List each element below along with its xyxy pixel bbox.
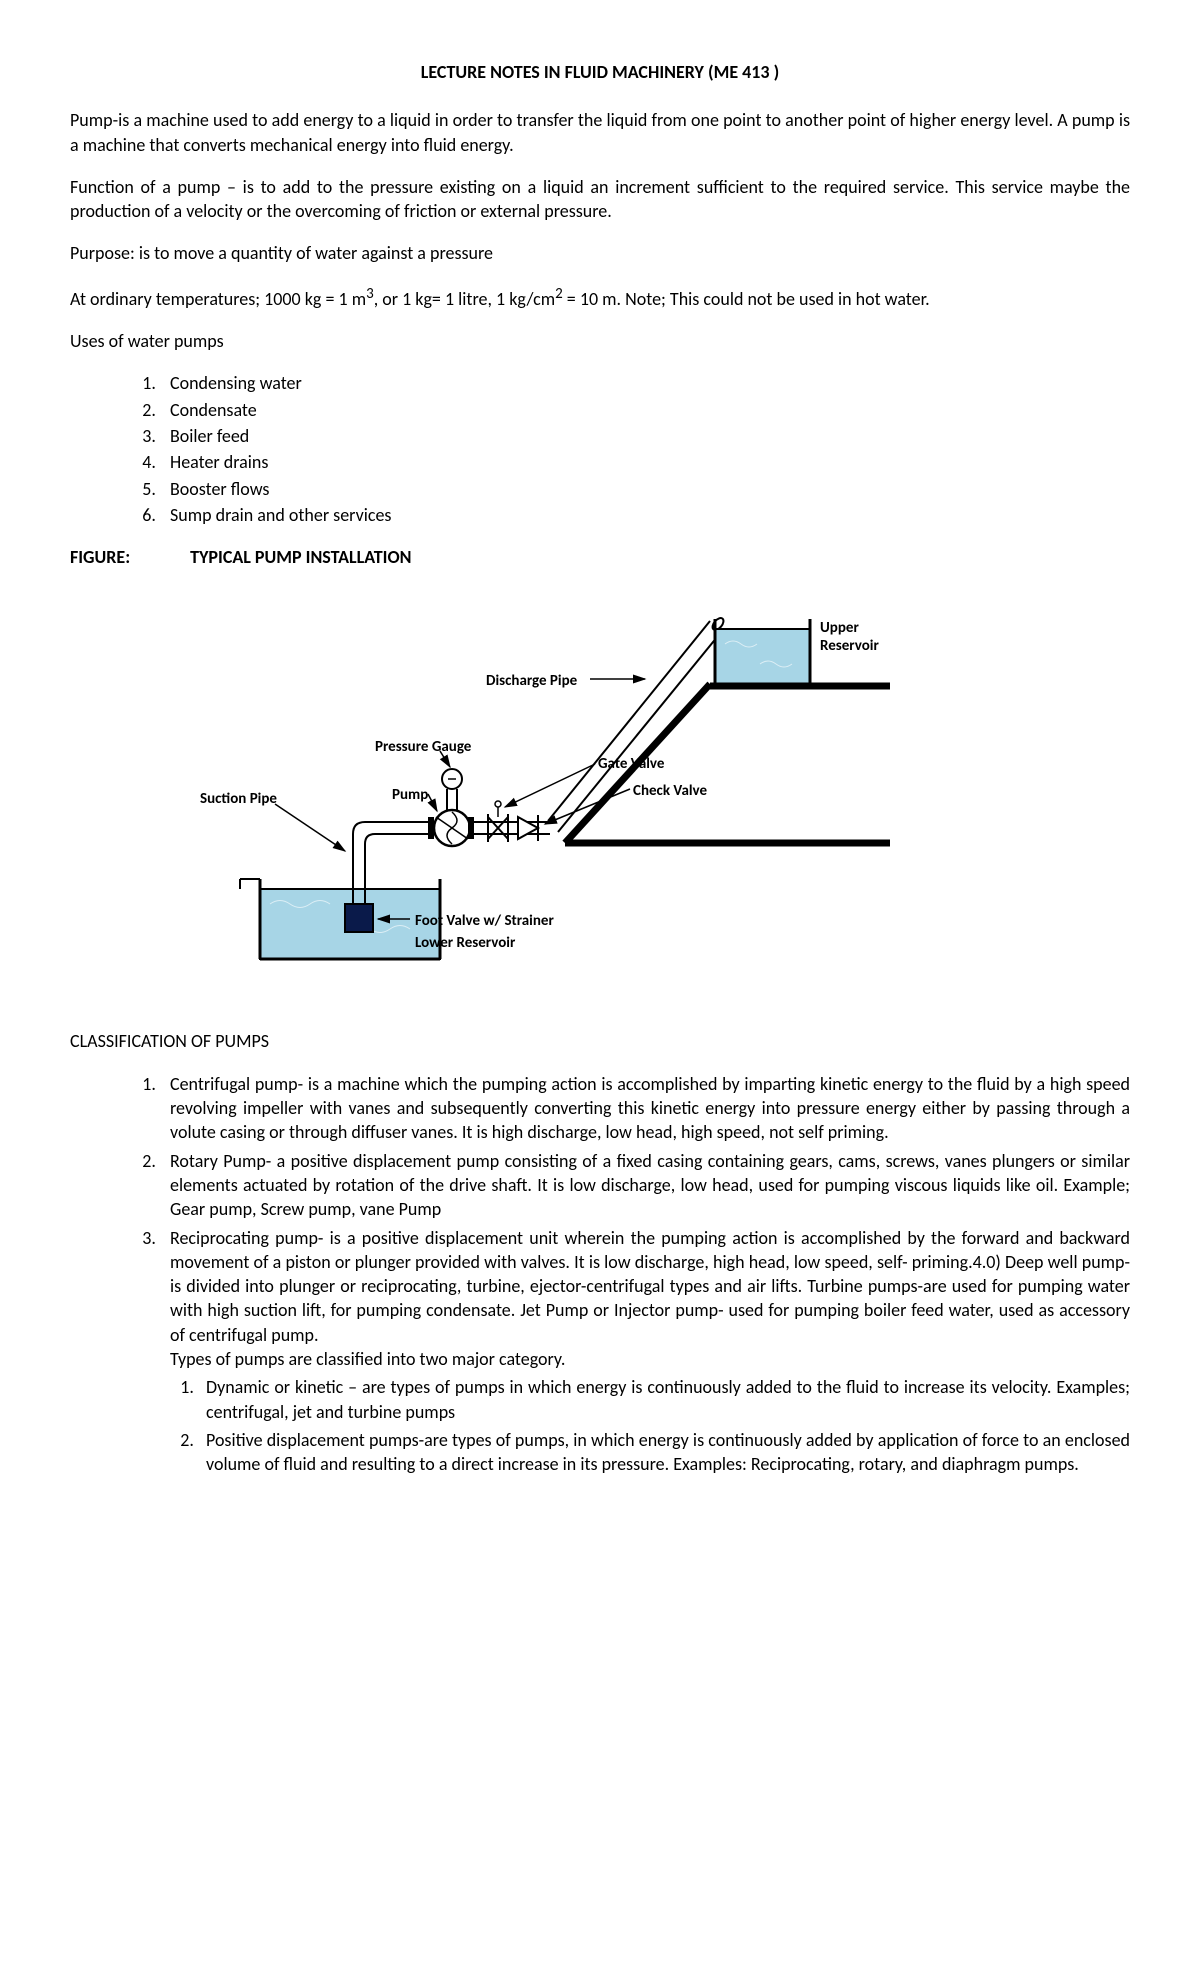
discharge-pipe-label: Discharge Pipe [486, 671, 577, 691]
classification-head: CLASSIFICATION OF PUMPS [70, 1029, 1130, 1053]
pressure-gauge-label: Pressure Gauge [375, 737, 471, 757]
paragraph-1: Pump-is a machine used to add energy to … [70, 108, 1130, 157]
types-sublist: Dynamic or kinetic – are types of pumps … [170, 1375, 1130, 1476]
paragraph-3: Purpose: is to move a quantity of water … [70, 241, 1130, 265]
gate-valve-label: Gate Valve [598, 754, 664, 774]
pump-label: Pump [392, 785, 428, 805]
uses-list: Condensing water Condensate Boiler feed … [70, 371, 1130, 527]
upper-reservoir-label: Upper Reservoir [820, 619, 879, 655]
suction-pipe-label: Suction Pipe [200, 789, 277, 809]
paragraph-4: At ordinary temperatures; 1000 kg = 1 m3… [70, 284, 1130, 311]
list-item: Condensate [160, 398, 1130, 422]
lower-reservoir-label: Lower Reservoir [415, 933, 515, 953]
classification-list: Centrifugal pump- is a machine which the… [70, 1072, 1130, 1477]
list-item: Centrifugal pump- is a machine which the… [160, 1072, 1130, 1145]
list-item: Booster flows [160, 477, 1130, 501]
pump-diagram: Upper Reservoir Discharge Pipe Pressure … [170, 589, 890, 989]
figure-heading: FIGURE:TYPICAL PUMP INSTALLATION [70, 545, 1130, 569]
list-item: Boiler feed [160, 424, 1130, 448]
list-item: Reciprocating pump- is a positive displa… [160, 1226, 1130, 1477]
uses-head: Uses of water pumps [70, 329, 1130, 353]
paragraph-2: Function of a pump – is to add to the pr… [70, 175, 1130, 224]
page-title: LECTURE NOTES IN FLUID MACHINERY (ME 413… [70, 60, 1130, 84]
check-valve-label: Check Valve [633, 781, 707, 801]
list-item: Sump drain and other services [160, 503, 1130, 527]
foot-valve-label: Foot Valve w/ Strainer [415, 911, 554, 931]
list-item: Rotary Pump- a positive displacement pum… [160, 1149, 1130, 1222]
list-item: Positive displacement pumps-are types of… [198, 1428, 1130, 1477]
list-item: Heater drains [160, 450, 1130, 474]
list-item: Dynamic or kinetic – are types of pumps … [198, 1375, 1130, 1424]
list-item: Condensing water [160, 371, 1130, 395]
